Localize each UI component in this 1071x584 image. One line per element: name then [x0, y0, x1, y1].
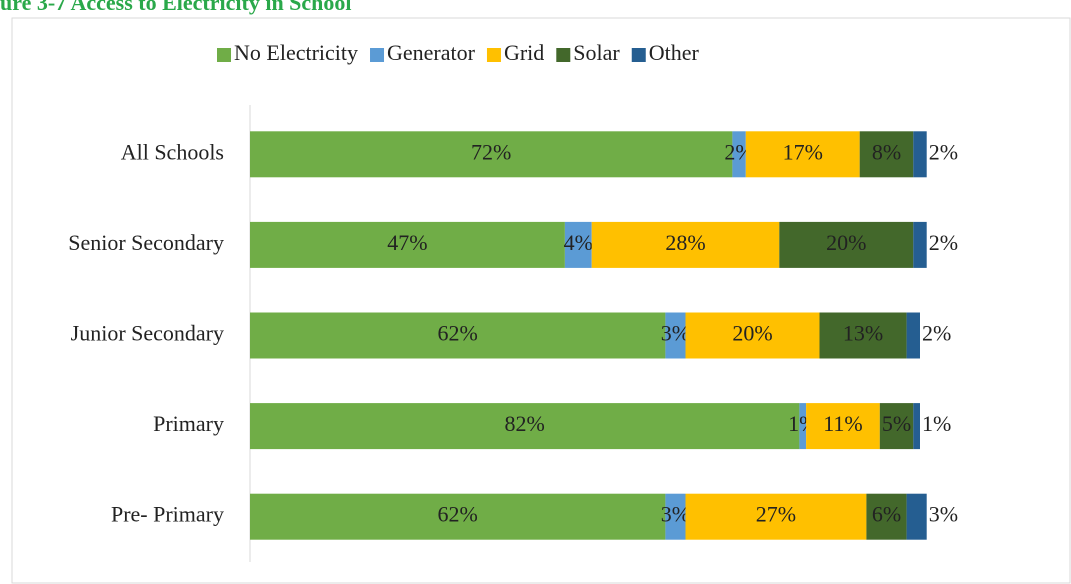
bar-segment: [913, 403, 920, 450]
data-label: 82%: [505, 411, 545, 436]
bar-segment: [799, 403, 807, 450]
bar-segment: [665, 312, 686, 359]
bar-segment: [685, 493, 867, 540]
data-label: 2%: [929, 139, 958, 164]
legend-swatch: [556, 48, 571, 62]
bar-segment: [779, 221, 914, 268]
data-label: 5%: [882, 411, 911, 436]
bar-segment: [879, 403, 914, 450]
data-label: 1%: [922, 411, 951, 436]
chart-title: ure 3-7 Access to Electricity in School: [0, 0, 352, 15]
y-tick-label: Senior Secondary: [68, 230, 224, 255]
bar-segment: [250, 493, 666, 540]
data-label: 8%: [872, 139, 901, 164]
bar-segment: [564, 221, 592, 268]
bar-segment: [806, 403, 880, 450]
data-label: 47%: [387, 230, 427, 255]
legend-swatch: [486, 48, 501, 62]
data-label: 62%: [438, 321, 478, 346]
legend-label: Generator: [387, 40, 476, 65]
data-label: 17%: [783, 139, 823, 164]
legend-label: Other: [649, 40, 700, 65]
bar-segment: [913, 221, 927, 268]
bar-segment: [250, 403, 800, 450]
y-tick-label: All Schools: [121, 139, 224, 164]
bar-segment: [665, 493, 686, 540]
data-label: 3%: [929, 502, 958, 527]
bar-segment: [819, 312, 907, 359]
bar-segment: [745, 131, 860, 178]
data-label: 11%: [823, 411, 863, 436]
bar-segment: [250, 312, 666, 359]
bar-segment: [906, 493, 927, 540]
y-tick-label: Primary: [153, 411, 224, 436]
bar-segment: [250, 221, 565, 268]
bar-segment: [591, 221, 780, 268]
data-label: 6%: [872, 502, 901, 527]
bar-segment: [685, 312, 820, 359]
legend-label: No Electricity: [234, 40, 358, 65]
bar-segment: [732, 131, 746, 178]
legend-label: Grid: [504, 40, 544, 65]
data-label: 27%: [756, 502, 796, 527]
legend-swatch: [631, 48, 646, 62]
data-label: 2%: [922, 321, 951, 346]
bar-segment: [866, 493, 907, 540]
data-label: 28%: [665, 230, 705, 255]
data-label: 62%: [438, 502, 478, 527]
y-tick-label: Pre- Primary: [111, 502, 224, 527]
bar-segment: [250, 131, 733, 178]
data-label: 20%: [732, 321, 772, 346]
data-label: 20%: [826, 230, 866, 255]
data-label: 4%: [564, 230, 593, 255]
bar-segment: [906, 312, 920, 359]
data-label: 13%: [843, 321, 883, 346]
data-label: 72%: [471, 139, 511, 164]
legend-swatch: [217, 48, 231, 62]
data-label: 2%: [929, 230, 958, 255]
bar-segment: [859, 131, 914, 178]
legend-swatch: [370, 48, 385, 62]
data-label: 3%: [661, 321, 690, 346]
data-label: 3%: [661, 502, 690, 527]
y-tick-label: Junior Secondary: [71, 321, 224, 346]
chart-frame: [11, 17, 1071, 584]
legend-label: Solar: [573, 40, 620, 65]
bar-segment: [913, 131, 927, 178]
